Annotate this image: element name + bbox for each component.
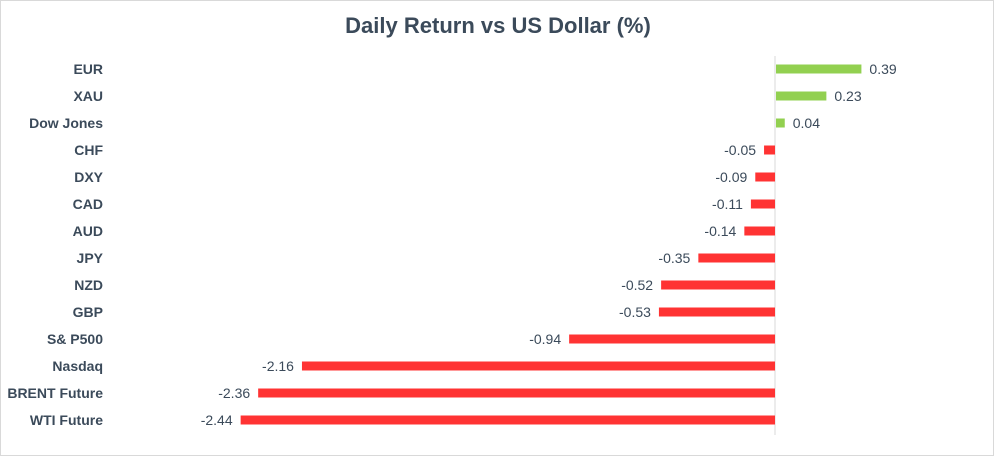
category-label: XAU xyxy=(73,88,103,104)
data-label: -0.35 xyxy=(658,250,690,266)
data-label: -2.36 xyxy=(218,385,250,401)
data-label: 0.04 xyxy=(793,115,820,131)
bar-dow-jones xyxy=(776,118,785,128)
bar-cad xyxy=(750,199,775,209)
category-label: DXY xyxy=(74,169,103,185)
bar-brent-future xyxy=(258,388,775,398)
category-label: Nasdaq xyxy=(52,358,103,374)
data-label: -2.44 xyxy=(201,412,233,428)
data-label: -0.52 xyxy=(621,277,653,293)
category-label: CHF xyxy=(74,142,103,158)
category-label: BRENT Future xyxy=(7,385,103,401)
bar-nzd xyxy=(661,280,775,290)
bar-gbp xyxy=(658,307,775,317)
category-label: S& P500 xyxy=(47,331,103,347)
category-label: CAD xyxy=(73,196,103,212)
bar-dxy xyxy=(755,172,775,182)
data-label: -0.53 xyxy=(619,304,651,320)
data-label: -0.11 xyxy=(712,196,743,212)
bar-xau xyxy=(776,91,827,101)
data-label: -0.05 xyxy=(724,142,756,158)
bar-s-p500 xyxy=(569,334,775,344)
category-label: Dow Jones xyxy=(29,115,103,131)
category-label: GBP xyxy=(73,304,103,320)
data-label: -0.14 xyxy=(704,223,736,239)
data-label: -0.94 xyxy=(529,331,561,347)
bar-jpy xyxy=(698,253,775,263)
bar-wti-future xyxy=(240,415,775,425)
data-label: 0.23 xyxy=(834,88,861,104)
bar-chf xyxy=(764,145,775,155)
data-label: -0.09 xyxy=(715,169,747,185)
category-label: JPY xyxy=(77,250,104,266)
bar-eur xyxy=(776,64,862,74)
chart-title: Daily Return vs US Dollar (%) xyxy=(345,13,651,38)
category-label: AUD xyxy=(73,223,103,239)
category-label: WTI Future xyxy=(30,412,103,428)
bar-aud xyxy=(744,226,775,236)
data-label: 0.39 xyxy=(869,61,896,77)
data-label: -2.16 xyxy=(262,358,294,374)
category-label: EUR xyxy=(73,61,103,77)
bar-nasdaq xyxy=(301,361,775,371)
category-label: NZD xyxy=(74,277,103,293)
